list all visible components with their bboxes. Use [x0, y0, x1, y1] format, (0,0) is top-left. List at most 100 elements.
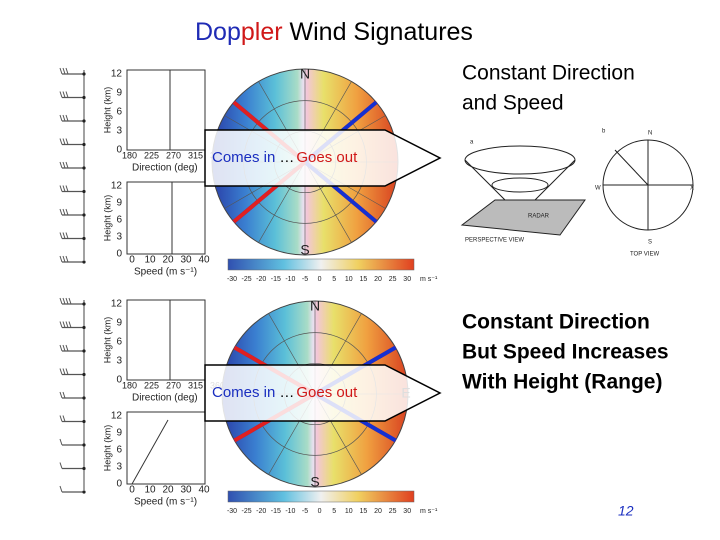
barb-flag [59, 255, 63, 263]
barb-flag [62, 368, 66, 375]
barb-dot [82, 466, 86, 471]
colorbar [227, 258, 415, 271]
diagram-label: TOP VIEW [630, 252, 659, 258]
colorbar-tick-label: 10 [345, 508, 353, 515]
caption-line: and Speed [462, 92, 564, 115]
barb-dot [82, 396, 86, 400]
barb-dot [82, 213, 86, 217]
speed-axis-label: Speed (m s⁻¹) [134, 267, 197, 278]
page-number: 12 [618, 503, 634, 519]
height-axis-label: Height (km) [102, 425, 112, 472]
barb-flag [68, 321, 72, 328]
colorbar-tick-label: 15 [360, 276, 368, 283]
barb-dot [82, 490, 86, 494]
barb-dot [82, 260, 86, 264]
colorbar-tick-label: 5 [332, 276, 336, 283]
colorbar-tick-label: -30 [227, 276, 237, 283]
height-tick-label: 3 [116, 126, 122, 137]
barb-dot [82, 142, 86, 147]
height-tick-label: 6 [116, 445, 122, 456]
text-part: Comes in [212, 149, 275, 166]
barb-flag [62, 344, 66, 352]
barb-flag [65, 368, 69, 375]
barb-flag [65, 208, 69, 216]
text-part: Dop [195, 18, 241, 46]
colorbar-tick-label: 20 [374, 508, 382, 515]
barb-flag [59, 208, 63, 216]
direction-axis-label: Direction (deg) [132, 163, 198, 174]
speed-profile [131, 419, 169, 485]
barb-flag [59, 485, 63, 493]
colorbar-tick-label: -15 [271, 276, 281, 283]
top-view-ray [614, 149, 649, 186]
colorbar-tick-label: -5 [302, 508, 308, 515]
compass-label: N [300, 66, 310, 82]
ground-plane [460, 199, 586, 236]
slide-title: Doppler Wind Signatures [195, 18, 473, 46]
arrow-label: Comes in… Goes out [212, 384, 358, 401]
barb-flag [65, 344, 69, 352]
barb-dot [82, 419, 86, 424]
barb-flag [59, 415, 63, 422]
barb-flag [62, 297, 66, 305]
arrow [204, 364, 442, 422]
height-tick-label: 12 [111, 299, 123, 310]
barb-flag [65, 232, 69, 239]
colorbar-tick-label: 30 [403, 276, 411, 283]
diagram-label: N [648, 131, 652, 137]
text-part: Wind Signatures [283, 18, 473, 46]
barb-flag [62, 321, 66, 328]
barb-dot [82, 189, 86, 194]
speed-tick-label: 40 [198, 485, 210, 496]
barb-flag [62, 232, 66, 239]
speed-tick-label: 30 [180, 255, 192, 266]
height-tick-label: 12 [111, 69, 123, 80]
barb-flag [62, 255, 66, 263]
height-tick-label: 9 [116, 428, 122, 439]
colorbar-tick-label: -10 [285, 276, 295, 283]
direction-tick-label: 270 [166, 150, 181, 160]
compass-label: S [310, 474, 319, 490]
barb-flag [65, 67, 69, 75]
barb-flag [62, 91, 66, 98]
height-tick-label: 12 [111, 181, 123, 192]
height-tick-label: 12 [111, 411, 123, 422]
caption-line: Constant Direction [462, 311, 650, 334]
colorbar-tick-label: 0 [318, 276, 322, 283]
barb-dot [82, 166, 86, 170]
barb-flag [68, 297, 72, 305]
profile-box [126, 69, 206, 151]
text-part: … [279, 384, 294, 401]
height-tick-label: 3 [116, 232, 122, 243]
speed-tick-label: 30 [180, 485, 192, 496]
arrow [204, 129, 442, 187]
arrow-label: Comes in… Goes out [212, 149, 358, 166]
direction-axis-label: Direction (deg) [132, 393, 198, 404]
barb-flag [59, 67, 63, 75]
direction-tick-label: 270 [166, 380, 181, 390]
height-tick-label: 6 [116, 107, 122, 118]
geometry-diagram: a b RADAR PERSPECTIVE VIEW TOP VIEW N S W X [460, 129, 694, 258]
barb-flag [59, 321, 63, 328]
colorbar-tick-label: -25 [242, 508, 252, 515]
barb-flag [62, 114, 66, 122]
barb-flag [62, 161, 66, 169]
barb-dot [82, 349, 86, 353]
height-tick-label: 6 [116, 215, 122, 226]
colorbar-tick-label: 5 [332, 508, 336, 515]
barb-flag [65, 185, 69, 192]
height-tick-label: 3 [116, 356, 122, 367]
colorbar-tick-label: -25 [242, 276, 252, 283]
colorbar-tick-label: -5 [302, 276, 308, 283]
height-axis-label: Height (km) [102, 87, 112, 134]
barb-dot [82, 72, 86, 76]
speed-tick-label: 0 [129, 255, 135, 266]
barb-dot [82, 236, 86, 241]
barb-flag [62, 138, 66, 145]
colorbar-tick-label: 10 [345, 276, 353, 283]
barb-dot [82, 95, 86, 100]
direction-tick-label: 225 [144, 380, 159, 390]
barb-dot [82, 302, 86, 306]
colorbar-tick-label: -10 [285, 508, 295, 515]
